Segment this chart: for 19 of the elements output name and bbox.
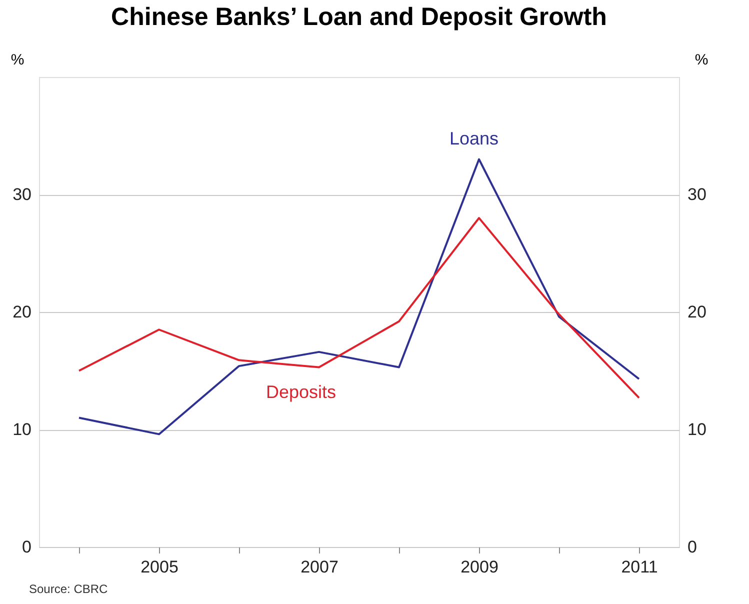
y2-tick-label: 0 [688,538,697,556]
chart-title: Chinese Banks’ Loan and Deposit Growth [111,3,607,31]
y-tick-label: 0 [22,538,32,556]
y-tick-label: 30 [12,185,32,204]
x-tick-label: 2005 [140,558,178,576]
x-tick-label: 2007 [300,558,338,576]
x-tick-label: 2011 [621,558,658,576]
y2-tick-label: 20 [688,302,706,322]
y-tick-label: 20 [12,302,32,322]
y-tick-label: 10 [12,420,32,439]
series-label: Loans [449,128,499,148]
y-axis-title: % [10,52,24,68]
y2-tick-label: 10 [688,420,706,439]
source-note: Source: CBRC [29,582,108,596]
line-series [78,158,640,436]
x-tick-label: 2009 [460,558,498,576]
y2-axis-title: % [694,52,708,68]
y2-tick-label: 30 [688,185,706,204]
series-label: Deposits [266,382,336,402]
